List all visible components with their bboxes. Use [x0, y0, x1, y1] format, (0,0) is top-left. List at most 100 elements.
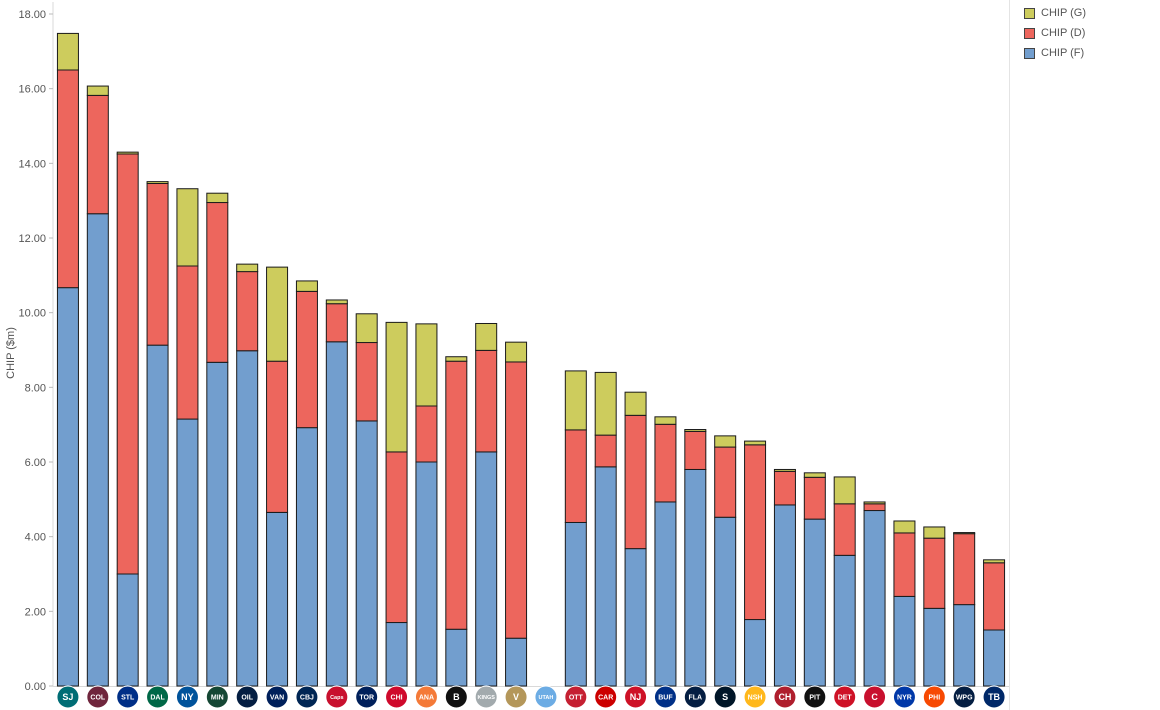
- bar-segment-chipg[interactable]: [266, 266, 289, 362]
- bar-segment-chipf[interactable]: [893, 595, 916, 687]
- bar-segment-chipg[interactable]: [56, 32, 79, 71]
- bar-stack-buf[interactable]: [654, 416, 677, 687]
- bar-segment-chipd[interactable]: [624, 414, 647, 550]
- bar-segment-chipd[interactable]: [325, 303, 348, 343]
- bar-segment-chipf[interactable]: [385, 622, 408, 687]
- bar-segment-chipf[interactable]: [116, 573, 139, 687]
- bar-segment-chipf[interactable]: [236, 350, 259, 687]
- bar-stack-nyi[interactable]: [176, 188, 199, 687]
- bar-stack-mtl[interactable]: [773, 468, 796, 687]
- bar-segment-chipf[interactable]: [684, 468, 707, 687]
- bar-segment-chipd[interactable]: [803, 476, 826, 520]
- bar-segment-chipf[interactable]: [266, 511, 289, 687]
- bar-segment-chipd[interactable]: [236, 271, 259, 352]
- bar-stack-cgy[interactable]: [863, 501, 886, 687]
- bar-segment-chipd[interactable]: [385, 451, 408, 624]
- bar-segment-chipg[interactable]: [236, 263, 259, 273]
- bar-segment-chipf[interactable]: [923, 607, 946, 687]
- bar-segment-chipg[interactable]: [445, 356, 468, 362]
- bar-stack-edm[interactable]: [236, 263, 259, 687]
- bar-segment-chipd[interactable]: [773, 470, 796, 506]
- bar-segment-chipg[interactable]: [475, 322, 498, 351]
- bar-segment-chipd[interactable]: [893, 532, 916, 597]
- bar-segment-chipd[interactable]: [295, 290, 318, 429]
- bar-segment-chipd[interactable]: [86, 94, 109, 215]
- bar-segment-chipd[interactable]: [923, 537, 946, 609]
- bar-segment-chipg[interactable]: [325, 299, 348, 305]
- bar-segment-chipg[interactable]: [415, 323, 438, 407]
- bar-stack-sjs[interactable]: [56, 32, 79, 687]
- bar-stack-nsh[interactable]: [744, 440, 767, 687]
- bar-segment-chipf[interactable]: [714, 516, 737, 687]
- bar-stack-ana[interactable]: [415, 323, 438, 687]
- bar-segment-chipd[interactable]: [833, 503, 856, 556]
- bar-segment-chipf[interactable]: [863, 510, 886, 687]
- bar-stack-phi[interactable]: [923, 526, 946, 687]
- bar-stack-wpg[interactable]: [953, 532, 976, 687]
- bar-segment-chipd[interactable]: [176, 265, 199, 420]
- bar-segment-chipd[interactable]: [564, 429, 587, 523]
- bar-segment-chipd[interactable]: [863, 503, 886, 512]
- bar-stack-min[interactable]: [206, 192, 229, 687]
- bar-segment-chipf[interactable]: [564, 521, 587, 687]
- bar-stack-njd[interactable]: [624, 391, 647, 687]
- bar-segment-chipg[interactable]: [116, 151, 139, 155]
- bar-segment-chipf[interactable]: [146, 344, 169, 687]
- bar-segment-chipg[interactable]: [654, 416, 677, 425]
- bar-segment-chipg[interactable]: [564, 370, 587, 431]
- legend-item-goalies[interactable]: CHIP (G): [1024, 3, 1086, 23]
- bar-segment-chipf[interactable]: [86, 213, 109, 687]
- bar-segment-chipf[interactable]: [355, 420, 378, 687]
- bar-segment-chipd[interactable]: [116, 153, 139, 575]
- bar-segment-chipg[interactable]: [893, 520, 916, 534]
- bar-segment-chipg[interactable]: [744, 440, 767, 446]
- bar-segment-chipg[interactable]: [863, 501, 886, 505]
- bar-stack-nyr[interactable]: [893, 520, 916, 687]
- bar-segment-chipf[interactable]: [325, 341, 348, 687]
- bar-stack-wsh[interactable]: [325, 299, 348, 687]
- bar-stack-vgk[interactable]: [505, 341, 528, 687]
- bar-segment-chipg[interactable]: [714, 435, 737, 448]
- bar-segment-chipg[interactable]: [146, 181, 169, 184]
- bar-segment-chipd[interactable]: [206, 202, 229, 363]
- bar-segment-chipg[interactable]: [923, 526, 946, 539]
- bar-segment-chipg[interactable]: [594, 371, 617, 436]
- bar-stack-pit[interactable]: [803, 472, 826, 687]
- bar-segment-chipd[interactable]: [594, 434, 617, 468]
- bar-segment-chipf[interactable]: [953, 604, 976, 687]
- bar-stack-tbl[interactable]: [983, 559, 1006, 687]
- bar-segment-chipf[interactable]: [803, 518, 826, 687]
- bar-segment-chipg[interactable]: [505, 341, 528, 363]
- bar-stack-lak[interactable]: [475, 322, 498, 687]
- bar-segment-chipg[interactable]: [176, 188, 199, 267]
- bar-segment-chipg[interactable]: [773, 468, 796, 472]
- bar-segment-chipg[interactable]: [833, 476, 856, 505]
- bar-segment-chipf[interactable]: [744, 619, 767, 687]
- bar-stack-bos[interactable]: [445, 356, 468, 687]
- bar-segment-chipd[interactable]: [445, 360, 468, 630]
- bar-segment-chipg[interactable]: [684, 429, 707, 432]
- bar-stack-tor[interactable]: [355, 313, 378, 687]
- bar-stack-det[interactable]: [833, 476, 856, 687]
- bar-segment-chipf[interactable]: [445, 628, 468, 687]
- bar-stack-sea[interactable]: [714, 435, 737, 687]
- bar-stack-car[interactable]: [594, 371, 617, 687]
- bar-segment-chipf[interactable]: [624, 548, 647, 687]
- bar-segment-chipd[interactable]: [654, 423, 677, 503]
- bar-segment-chipg[interactable]: [953, 532, 976, 535]
- bar-segment-chipd[interactable]: [744, 444, 767, 621]
- bar-segment-chipf[interactable]: [654, 501, 677, 687]
- bar-segment-chipd[interactable]: [714, 446, 737, 518]
- bar-segment-chipf[interactable]: [176, 418, 199, 687]
- bar-segment-chipd[interactable]: [56, 69, 79, 289]
- bar-stack-stl[interactable]: [116, 151, 139, 687]
- bar-segment-chipf[interactable]: [56, 287, 79, 687]
- bar-segment-chipd[interactable]: [684, 430, 707, 470]
- bar-segment-chipd[interactable]: [983, 562, 1006, 631]
- bar-stack-fla[interactable]: [684, 429, 707, 687]
- bar-stack-cbj[interactable]: [295, 280, 318, 687]
- bar-stack-ott[interactable]: [564, 370, 587, 687]
- legend-item-forwards[interactable]: CHIP (F): [1024, 43, 1086, 63]
- bar-segment-chipg[interactable]: [86, 85, 109, 96]
- bar-segment-chipf[interactable]: [295, 427, 318, 687]
